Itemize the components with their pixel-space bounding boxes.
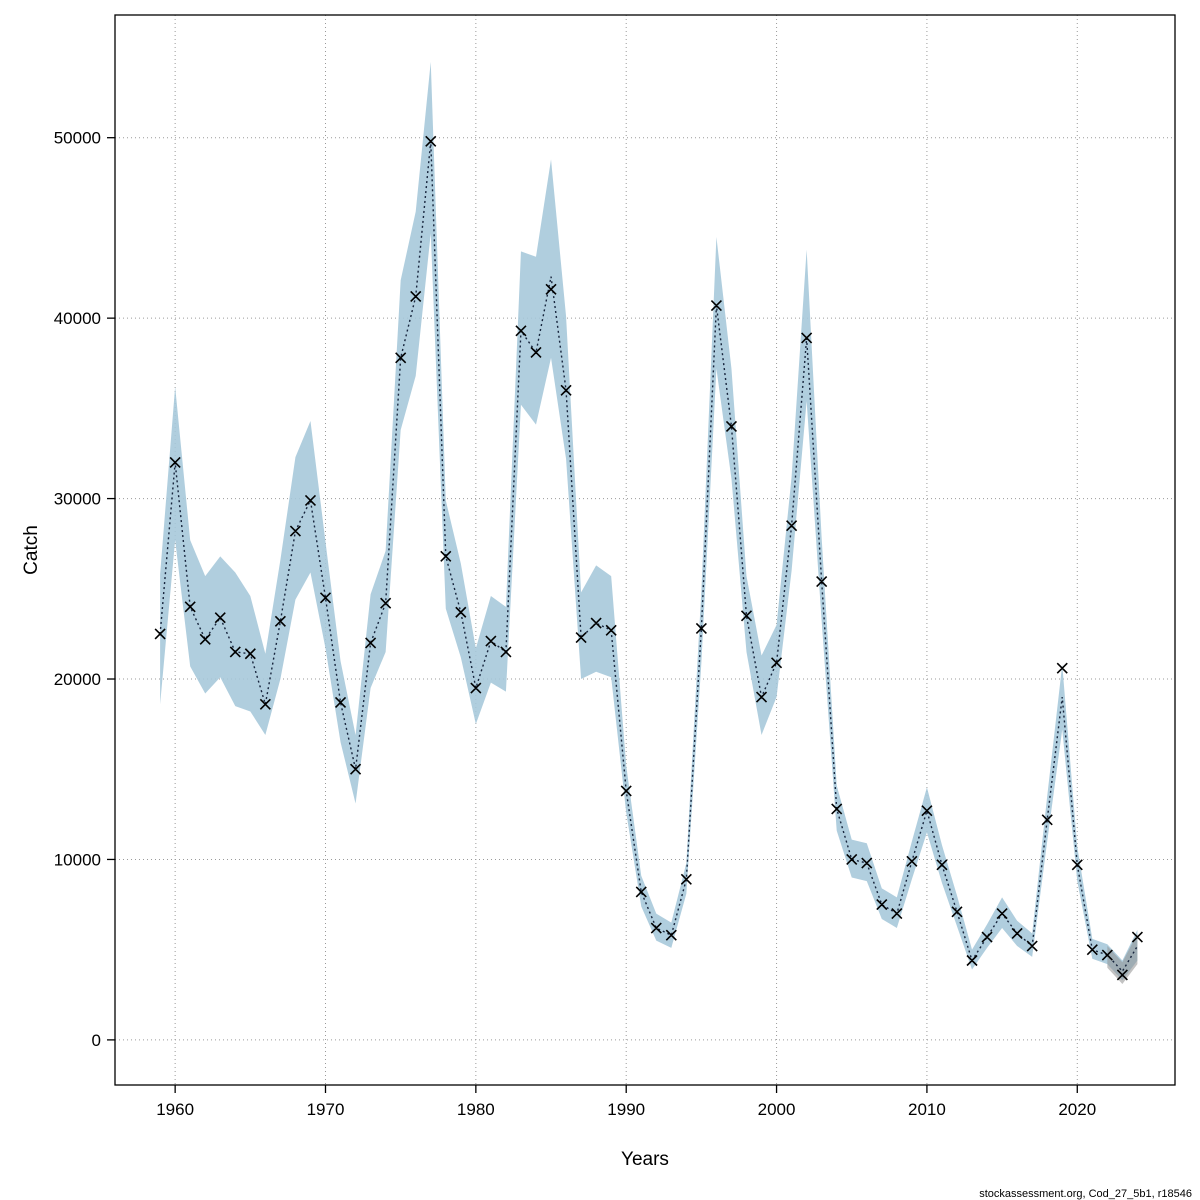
series-layer: [154, 135, 1143, 981]
x-tick-label: 2010: [908, 1100, 946, 1119]
axes-layer: 1960 1970 1980 1990 2000 2010 2020 0 10000 20000 3…: [54, 14, 1176, 1119]
confidence-band: [160, 61, 1138, 981]
confidence-bands-layer: [160, 61, 1138, 984]
x-tick-label: 2020: [1058, 1100, 1096, 1119]
x-tick-label: 1990: [607, 1100, 645, 1119]
footer-credit: stockassessment.org, Cod_27_5b1, r18546: [979, 1188, 1192, 1200]
fit-line: [159, 141, 1139, 973]
plot-border: [114, 14, 1176, 1086]
y-tick-label: 0: [92, 1031, 101, 1050]
forecast-band: [1107, 933, 1138, 984]
y-tick-label: 30000: [54, 490, 101, 509]
y-tick-label: 40000: [54, 309, 101, 328]
x-tick-label: 1980: [457, 1100, 495, 1119]
observation-markers: [154, 135, 1143, 981]
x-axis-title: Years: [621, 1149, 669, 1170]
x-tick-label: 1970: [307, 1100, 345, 1119]
y-tick-label: 50000: [54, 129, 101, 148]
x-tick-label: 2000: [758, 1100, 796, 1119]
y-tick-label: 20000: [54, 670, 101, 689]
x-tick-label: 1960: [156, 1100, 194, 1119]
y-axis-title: Catch: [21, 525, 42, 575]
y-tick-label: 10000: [54, 850, 101, 869]
